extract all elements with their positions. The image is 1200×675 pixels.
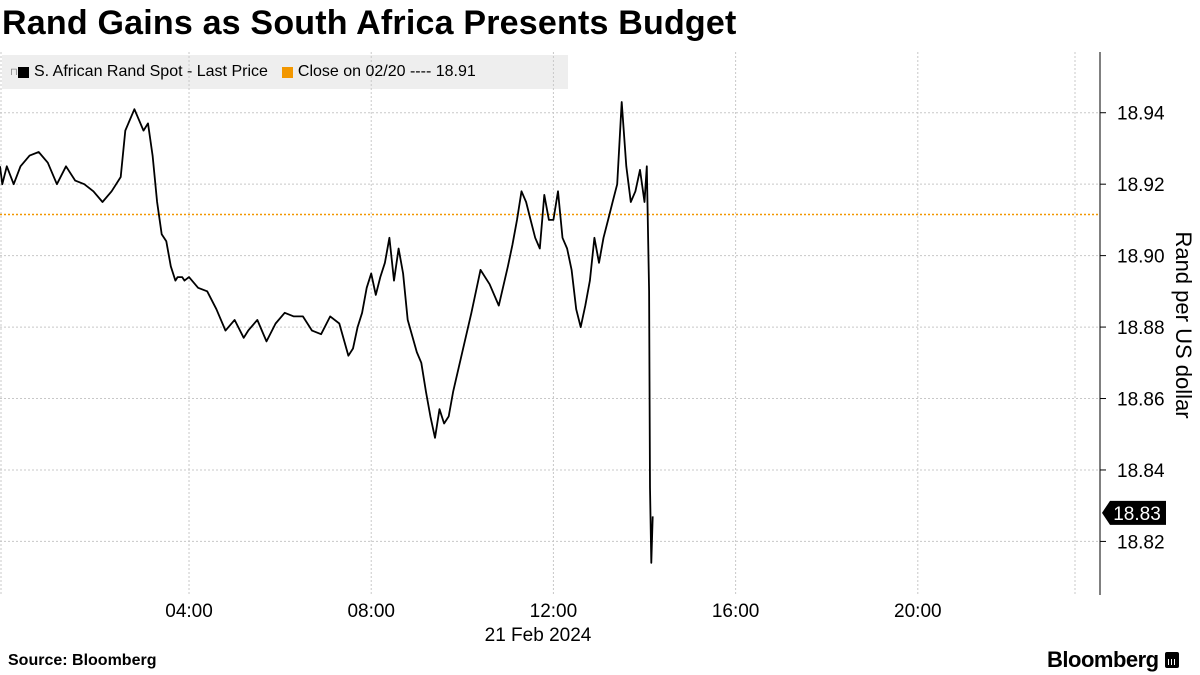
- legend-series-label: S. African Rand Spot - Last Price: [34, 63, 268, 80]
- last-value-badge: 18.83: [1102, 500, 1166, 525]
- bloomberg-logo: Bloomberg: [1047, 647, 1179, 673]
- last-value-label: 18.83: [1113, 504, 1161, 525]
- y-tick-label: 18.86: [1117, 390, 1165, 411]
- x-tick-label: 04:00: [165, 601, 213, 622]
- y-tick-label: 18.88: [1117, 318, 1165, 339]
- x-tick-label: 08:00: [347, 601, 395, 622]
- legend: ⊓ S. African Rand Spot - Last Price Clos…: [2, 55, 568, 89]
- y-tick-label: 18.82: [1117, 532, 1165, 553]
- legend-item-close: Close on 02/20 ---- 18.91: [281, 63, 476, 81]
- gridlines: [0, 52, 1100, 595]
- y-tick-label: 18.94: [1117, 104, 1165, 125]
- last-value-badge-bg: [1102, 500, 1166, 525]
- source-note: Source: Bloomberg: [8, 652, 157, 669]
- x-tick-label: 12:00: [530, 601, 578, 622]
- x-tick-label: 20:00: [894, 601, 942, 622]
- legend-close-swatch: [281, 66, 293, 78]
- x-tick-labels: 04:00 08:00 12:00 16:00 20:00: [165, 601, 941, 622]
- y-axis-label: Rand per US dollar: [1171, 231, 1196, 418]
- y-tick-label: 18.84: [1117, 461, 1165, 482]
- y-tick-labels: 18.82 18.84 18.86 18.88 18.90 18.92 18.94: [1100, 104, 1165, 553]
- chart-title: Rand Gains as South Africa Presents Budg…: [2, 4, 737, 42]
- x-axis-label: 21 Feb 2024: [485, 625, 592, 646]
- series-line: [0, 101, 654, 564]
- y-tick-label: 18.90: [1117, 247, 1165, 268]
- legend-close-label: Close on 02/20 ---- 18.91: [297, 63, 476, 80]
- brand-name: Bloomberg: [1047, 647, 1159, 672]
- drag-handle-icon: ⊓: [10, 66, 18, 78]
- legend-item-series: S. African Rand Spot - Last Price: [18, 63, 268, 81]
- legend-series-swatch: [18, 66, 29, 78]
- x-tick-label: 16:00: [712, 601, 760, 622]
- bloomberg-terminal-icon: [1164, 652, 1179, 668]
- y-tick-label: 18.92: [1117, 175, 1165, 196]
